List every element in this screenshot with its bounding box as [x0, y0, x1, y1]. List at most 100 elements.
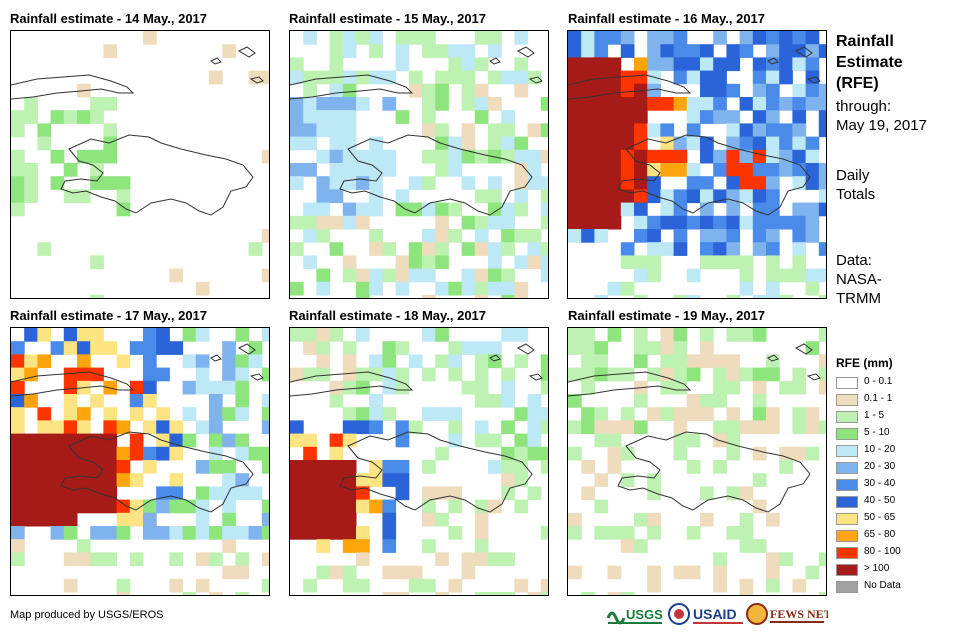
- rain-cell: [369, 189, 383, 204]
- rain-cell: [700, 57, 714, 72]
- rain-cell: [77, 499, 91, 514]
- rain-cell: [474, 215, 489, 230]
- rain-cell: [792, 97, 807, 111]
- rain-cell: [303, 83, 317, 98]
- rain-cell: [169, 420, 184, 435]
- rain-cell: [766, 367, 780, 382]
- rain-cell: [594, 407, 609, 421]
- rain-cell: [686, 123, 701, 138]
- rain-cell: [195, 354, 210, 369]
- rain-cell: [382, 473, 397, 487]
- rain-cell: [369, 281, 383, 296]
- rain-cell: [779, 44, 793, 58]
- map-canvas: [568, 31, 826, 298]
- rain-cell: [24, 367, 38, 382]
- rain-cell: [342, 110, 357, 124]
- rain-cell: [581, 149, 595, 164]
- rain-cell: [766, 420, 780, 435]
- rain-cell: [474, 242, 489, 256]
- rain-cell: [435, 215, 449, 230]
- rain-cell: [261, 552, 269, 567]
- rain-cell: [395, 255, 410, 270]
- rain-cell: [607, 163, 622, 177]
- rain-cell: [805, 202, 820, 217]
- rain-cell: [766, 202, 780, 217]
- usaid-logo-text: USAID: [693, 606, 737, 622]
- rain-cell: [514, 295, 529, 298]
- rain-cell: [24, 473, 38, 487]
- rain-cell: [143, 446, 157, 461]
- rain-cell: [169, 486, 184, 501]
- rain-cell: [700, 136, 714, 151]
- rain-cell: [395, 420, 410, 435]
- rain-cell: [316, 328, 331, 342]
- rain-cell: [222, 380, 236, 395]
- rain-cell: [488, 97, 502, 111]
- coastline: [237, 46, 256, 58]
- rain-cell: [726, 295, 741, 298]
- rain-cell: [739, 328, 754, 342]
- legend-swatch: [836, 496, 858, 508]
- rain-cell: [37, 499, 52, 514]
- rain-cell: [77, 110, 91, 124]
- rain-cell: [342, 163, 357, 177]
- rain-cell: [342, 512, 357, 527]
- rain-cell: [369, 460, 383, 474]
- rain-cell: [581, 202, 595, 217]
- rain-cell: [248, 354, 263, 369]
- rain-cell: [103, 526, 118, 540]
- rain-cell: [673, 242, 688, 256]
- rain-cell: [116, 592, 131, 595]
- rain-cell: [514, 229, 529, 243]
- rain-cell: [766, 242, 780, 256]
- rain-cell: [222, 539, 236, 553]
- rain-cell: [448, 354, 463, 369]
- rain-cell: [356, 486, 370, 501]
- rain-cell: [50, 341, 65, 355]
- rain-cell: [620, 539, 635, 553]
- rain-cell: [474, 592, 489, 595]
- rain-cell: [686, 295, 701, 298]
- rain-cell: [50, 446, 65, 461]
- rain-cell: [752, 31, 767, 45]
- rain-cell: [342, 380, 357, 395]
- rain-cell: [818, 420, 826, 435]
- rain-cell: [647, 57, 661, 72]
- rain-cell: [568, 83, 582, 98]
- rain-cell: [594, 341, 609, 355]
- rain-cell: [369, 242, 383, 256]
- rain-cell: [818, 268, 826, 283]
- rain-cell: [726, 57, 741, 72]
- rain-cell: [156, 499, 170, 514]
- rain-cell: [195, 420, 210, 435]
- rain-cell: [594, 354, 609, 369]
- rain-cell: [356, 328, 370, 342]
- rain-cell: [50, 473, 65, 487]
- rain-cell: [581, 189, 595, 204]
- rain-cell: [673, 328, 688, 342]
- rain-cell: [461, 215, 476, 230]
- rain-cell: [182, 499, 197, 514]
- rain-cell: [540, 446, 548, 461]
- rain-cell: [303, 341, 317, 355]
- rain-cell: [24, 446, 38, 461]
- rain-cell: [356, 578, 370, 593]
- rain-cell: [620, 202, 635, 217]
- rain-cell: [63, 189, 78, 204]
- rain-cell: [195, 526, 210, 540]
- rain-cell: [686, 460, 701, 474]
- rain-cell: [647, 176, 661, 190]
- legend-swatch: [836, 394, 858, 406]
- rain-cell: [290, 512, 304, 527]
- rain-cell: [316, 70, 331, 85]
- rain-cell: [395, 565, 410, 580]
- rain-cell: [527, 420, 542, 435]
- rain-cell: [568, 57, 582, 72]
- rain-cell: [540, 268, 548, 283]
- rain-cell: [63, 380, 78, 395]
- coastline: [617, 134, 811, 216]
- rain-cell: [448, 70, 463, 85]
- rain-cell: [448, 341, 463, 355]
- rain-cell: [620, 44, 635, 58]
- rain-cell: [235, 526, 250, 540]
